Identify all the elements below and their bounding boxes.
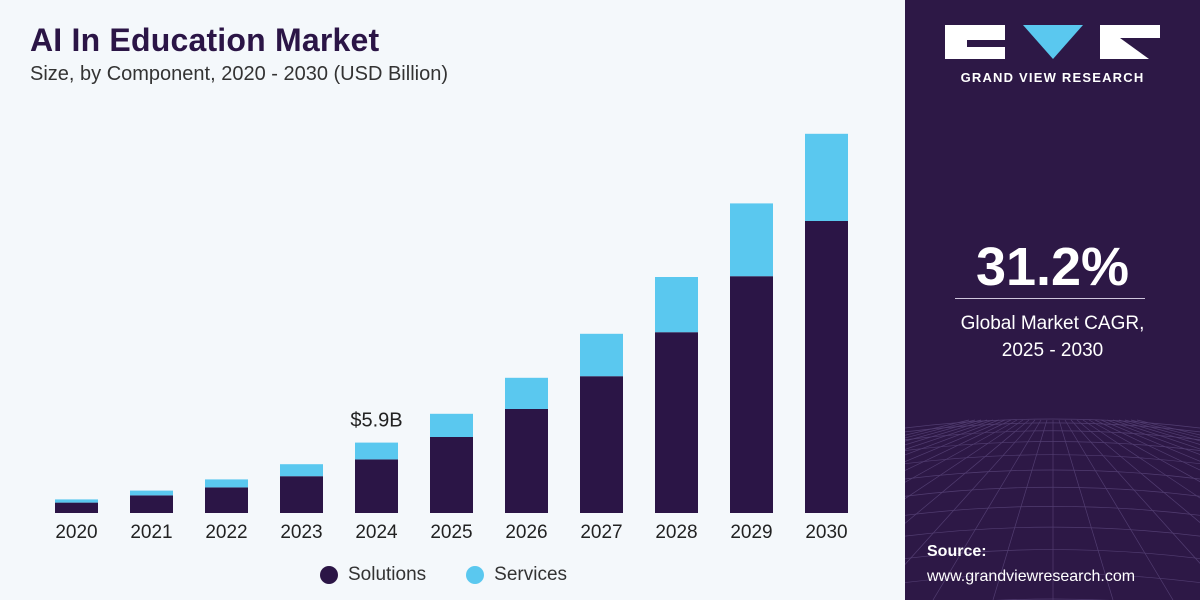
cagr-value: 31.2%	[975, 237, 1130, 297]
bar-solutions-2030	[805, 221, 848, 513]
x-tick-label-2020: 2020	[55, 522, 97, 543]
bar-services-2020	[55, 499, 98, 503]
data-label-2024: $5.9B	[350, 410, 402, 432]
chart-panel: AI In Education Market Size, by Componen…	[0, 0, 905, 600]
chart-subtitle: Size, by Component, 2020 - 2030 (USD Bil…	[30, 63, 448, 85]
legend-label-solutions: Solutions	[348, 564, 427, 585]
bar-services-2026	[505, 377, 548, 409]
chart-legend: Solutions Services	[320, 564, 567, 586]
bar-solutions-2028	[655, 332, 698, 513]
source-title: Source:	[927, 543, 987, 560]
bar-solutions-2029	[730, 276, 773, 513]
x-tick-label-2028: 2028	[655, 522, 697, 543]
cagr-label: Global Market CAGR, 2025 - 2030	[905, 310, 1200, 364]
bar-solutions-2022	[205, 487, 248, 513]
x-tick-label-2024: 2024	[355, 522, 398, 543]
legend-label-services: Services	[494, 564, 568, 585]
bar-services-2029	[730, 203, 773, 277]
info-panel: GRAND VIEW RESEARCH 31.2% Global Market …	[905, 0, 1200, 600]
legend-swatch-services	[466, 566, 485, 584]
bar-solutions-2021	[130, 495, 173, 513]
bar-solutions-2026	[505, 409, 548, 513]
x-tick-label-2026: 2026	[505, 522, 547, 543]
cagr-label-line2: 2025 - 2030	[1001, 340, 1104, 361]
bar-services-2025	[430, 413, 473, 437]
brand-name: GRAND VIEW RESEARCH	[960, 70, 1145, 85]
bar-services-2027	[580, 333, 623, 377]
bar-solutions-2027	[580, 376, 623, 513]
bar-services-2021	[130, 490, 173, 496]
bar-solutions-2024	[355, 459, 398, 513]
grand-view-research-logo	[945, 25, 1160, 59]
x-tick-label-2021: 2021	[130, 522, 172, 543]
x-tick-label-2029: 2029	[730, 522, 772, 543]
x-tick-label-2023: 2023	[280, 522, 322, 543]
mesh-lines	[905, 418, 1200, 600]
x-tick-label-2025: 2025	[430, 522, 472, 543]
bar-services-2030	[805, 133, 848, 221]
bar-services-2024	[355, 442, 398, 460]
x-tick-label-2027: 2027	[580, 522, 622, 543]
bar-solutions-2020	[55, 502, 98, 513]
bar-solutions-2025	[430, 437, 473, 513]
x-tick-label-2030: 2030	[805, 522, 847, 543]
bar-services-2028	[655, 277, 698, 333]
stacked-bar-chart: 2020 2021 2022 2023 2024 2025 2026 2027 2028 2029…	[55, 133, 848, 543]
cagr-divider	[955, 298, 1145, 299]
legend-swatch-solutions	[320, 566, 338, 584]
cagr-label-line1: Global Market CAGR,	[960, 313, 1145, 334]
bar-solutions-2023	[280, 476, 323, 513]
legend-item-solutions: Solutions	[320, 564, 426, 586]
mesh-grid-background	[905, 418, 1200, 600]
bar-services-2023	[280, 464, 323, 477]
x-tick-label-2022: 2022	[205, 522, 247, 543]
source-link[interactable]: www.grandviewresearch.com	[927, 568, 1136, 585]
legend-item-services: Services	[466, 564, 567, 586]
bar-services-2022	[205, 479, 248, 488]
chart-title: AI In Education Market	[30, 22, 380, 58]
